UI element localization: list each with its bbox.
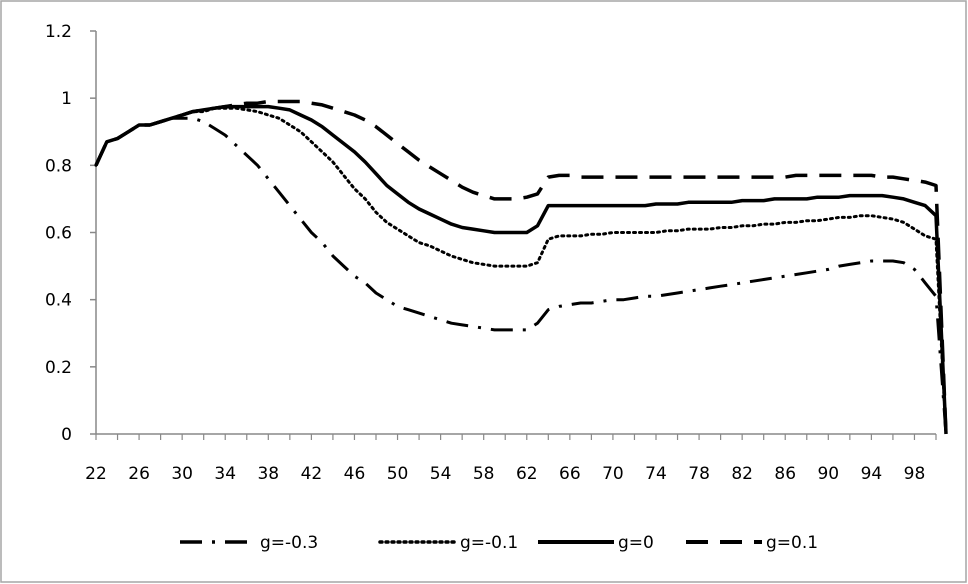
x-tick-label: 70 [602,464,624,484]
x-tick-label: 30 [171,464,193,484]
x-tick-label: 22 [85,464,107,484]
x-tick-label: 98 [904,464,926,484]
x-tick-label: 38 [257,464,279,484]
x-tick-label: 50 [387,464,409,484]
y-ticks: 0 0.2 0.4 0.6 0.8 1 1.2 [45,22,96,445]
series-line-0 [94,116,948,435]
legend-label: g=0.1 [766,533,818,553]
x-tick-label: 26 [128,464,150,484]
x-tick-label: 94 [861,464,883,484]
series-line-1 [94,106,948,436]
x-tick-label: 62 [516,464,538,484]
x-tick-label: 42 [301,464,323,484]
y-tick-label: 0 [61,425,72,445]
x-ticks: 22 26 30 34 38 42 46 50 54 58 62 66 70 74 78 82 86 90 94 98 [85,434,937,484]
y-tick-label: 0.4 [45,291,72,311]
legend: g=-0.3 g=-0.1 g=0 g=0.1 [180,533,818,553]
x-tick-label: 78 [688,464,710,484]
x-tick-label: 90 [817,464,839,484]
series-line-2 [94,104,948,435]
legend-label: g=0 [618,533,654,553]
legend-label: g=-0.1 [460,533,518,553]
x-tick-label: 82 [731,464,753,484]
x-tick-label: 34 [214,464,236,484]
y-tick-label: 1 [61,89,72,109]
x-tick-label: 54 [430,464,452,484]
x-tick-label: 46 [344,464,366,484]
x-tick-label: 58 [473,464,495,484]
series-line-3 [94,99,948,435]
y-tick-label: 0.8 [45,156,72,176]
y-tick-label: 0.2 [45,358,72,378]
y-tick-label: 0.6 [45,224,72,244]
y-tick-label: 1.2 [45,22,72,42]
x-tick-label: 66 [559,464,581,484]
series-lines [94,99,948,436]
legend-label: g=-0.3 [260,533,318,553]
x-tick-label: 74 [645,464,667,484]
x-tick-label: 86 [774,464,796,484]
